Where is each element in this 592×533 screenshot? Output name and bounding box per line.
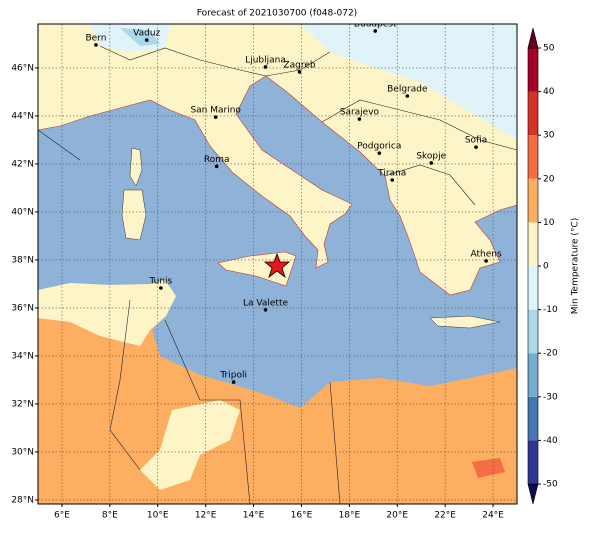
city-label: Bern [85, 33, 106, 43]
map-title: Forecast of 2021030700 (f048-072) [197, 9, 357, 19]
city-label: Skopje [416, 151, 446, 161]
y-tick-label: 38°N [11, 255, 34, 265]
colorbar-segment [528, 48, 538, 92]
x-tick-label: 24°E [482, 511, 504, 521]
y-tick-label: 32°N [11, 399, 34, 409]
city-label: Sarajevo [340, 108, 380, 118]
colorbar-tick-label: 30 [543, 131, 555, 141]
city-dot [429, 161, 434, 165]
balkan-cold-zone [300, 24, 517, 140]
city-dot [214, 164, 219, 169]
colorbar-tick-label: 50 [543, 44, 555, 54]
x-tick-label: 14°E [243, 511, 265, 521]
corsica [129, 147, 143, 187]
colorbar-segment [528, 440, 538, 484]
colorbar-segment [528, 135, 538, 179]
colorbar-segment [528, 309, 538, 354]
city-dot [263, 65, 268, 69]
colorbar: -50 -40 -30 -20 -10 0 10 20 30 40 50 Min Temperatur… [527, 27, 581, 505]
city-label: San Marino [190, 106, 241, 116]
colorbar-segment [528, 266, 538, 310]
x-tick-label: 10°E [147, 511, 169, 521]
maghreb-mild-zone [38, 280, 176, 346]
city-dot [213, 115, 218, 119]
city-dot [390, 178, 395, 182]
colorbar-tick-label: -20 [543, 349, 558, 359]
city-label: Sofia [465, 136, 487, 146]
city-dot [231, 380, 236, 384]
city-label: Belgrade [387, 85, 428, 95]
city-label: Budapest [354, 19, 397, 29]
city-label: Tripoli [219, 371, 247, 381]
x-tick-label: 18°E [339, 511, 361, 521]
colorbar-tick-label: 20 [543, 174, 555, 184]
city-label: Tirana [377, 169, 406, 179]
city-dot [94, 43, 98, 47]
city-dot [373, 29, 378, 33]
city-dot [357, 117, 362, 121]
colorbar-tick-label: 0 [543, 262, 549, 272]
desert-warm-zone [472, 458, 505, 478]
x-tick-label: 20°E [386, 511, 408, 521]
desert-mild-zone [140, 400, 240, 490]
borders [38, 45, 517, 504]
city-dot [263, 308, 268, 312]
colorbar-extend-bottom [527, 483, 539, 505]
colorbar-segment [528, 178, 538, 223]
y-tick-label: 42°N [11, 159, 34, 169]
colorbar-tick-label: -30 [543, 392, 558, 402]
y-tick-label: 46°N [11, 63, 34, 73]
colorbar-segment [528, 353, 538, 397]
grid [38, 24, 517, 504]
colorbar-segment [528, 222, 538, 266]
y-tick-label: 28°N [11, 495, 34, 505]
crete [429, 315, 501, 329]
y-tick-label: 30°N [11, 447, 34, 457]
city-dot [474, 145, 478, 149]
alps-colder-zone [120, 28, 160, 46]
colorbar-extend-top [527, 27, 539, 49]
city-label: Roma [204, 155, 230, 165]
y-tick-label: 34°N [11, 351, 34, 361]
y-tick-label: 44°N [11, 111, 34, 121]
city-dot [144, 38, 149, 42]
y-tick-label: 36°N [11, 303, 34, 313]
x-tick-label: 6°E [54, 511, 70, 521]
colorbar-tick-label: -10 [543, 305, 558, 315]
city-label: Podgorica [357, 142, 401, 152]
x-tick-label: 8°E [102, 511, 118, 521]
colorbar-label: Min Temperature (°C) [571, 218, 581, 315]
colorbar-tick-label: 40 [543, 87, 555, 97]
x-tick-label: 22°E [434, 511, 456, 521]
colorbar-tick-label: -40 [543, 436, 558, 446]
colorbar-tick-label: 10 [543, 218, 555, 228]
city-dot [159, 286, 163, 290]
sardinia [121, 189, 147, 241]
x-tick-label: 12°E [195, 511, 217, 521]
city-dot [297, 70, 302, 74]
map-frame [37, 23, 518, 505]
city-dot [377, 151, 382, 155]
forecast-point-star [263, 252, 291, 279]
city-label: La Valette [243, 298, 288, 308]
x-tick-label: 16°E [291, 511, 313, 521]
city-label: Ljubljana [245, 55, 286, 65]
y-tick-label: 40°N [11, 207, 34, 217]
colorbar-tick-label: -50 [543, 480, 558, 490]
city-label: Tunis [148, 277, 172, 287]
city-dot [484, 259, 488, 263]
city-label: Vaduz [133, 29, 160, 39]
city-dot [405, 94, 410, 98]
city-label: Athens [471, 249, 502, 259]
city-label: Zagreb [283, 61, 315, 71]
colorbar-segment [528, 396, 538, 441]
colorbar-segment [528, 91, 538, 136]
